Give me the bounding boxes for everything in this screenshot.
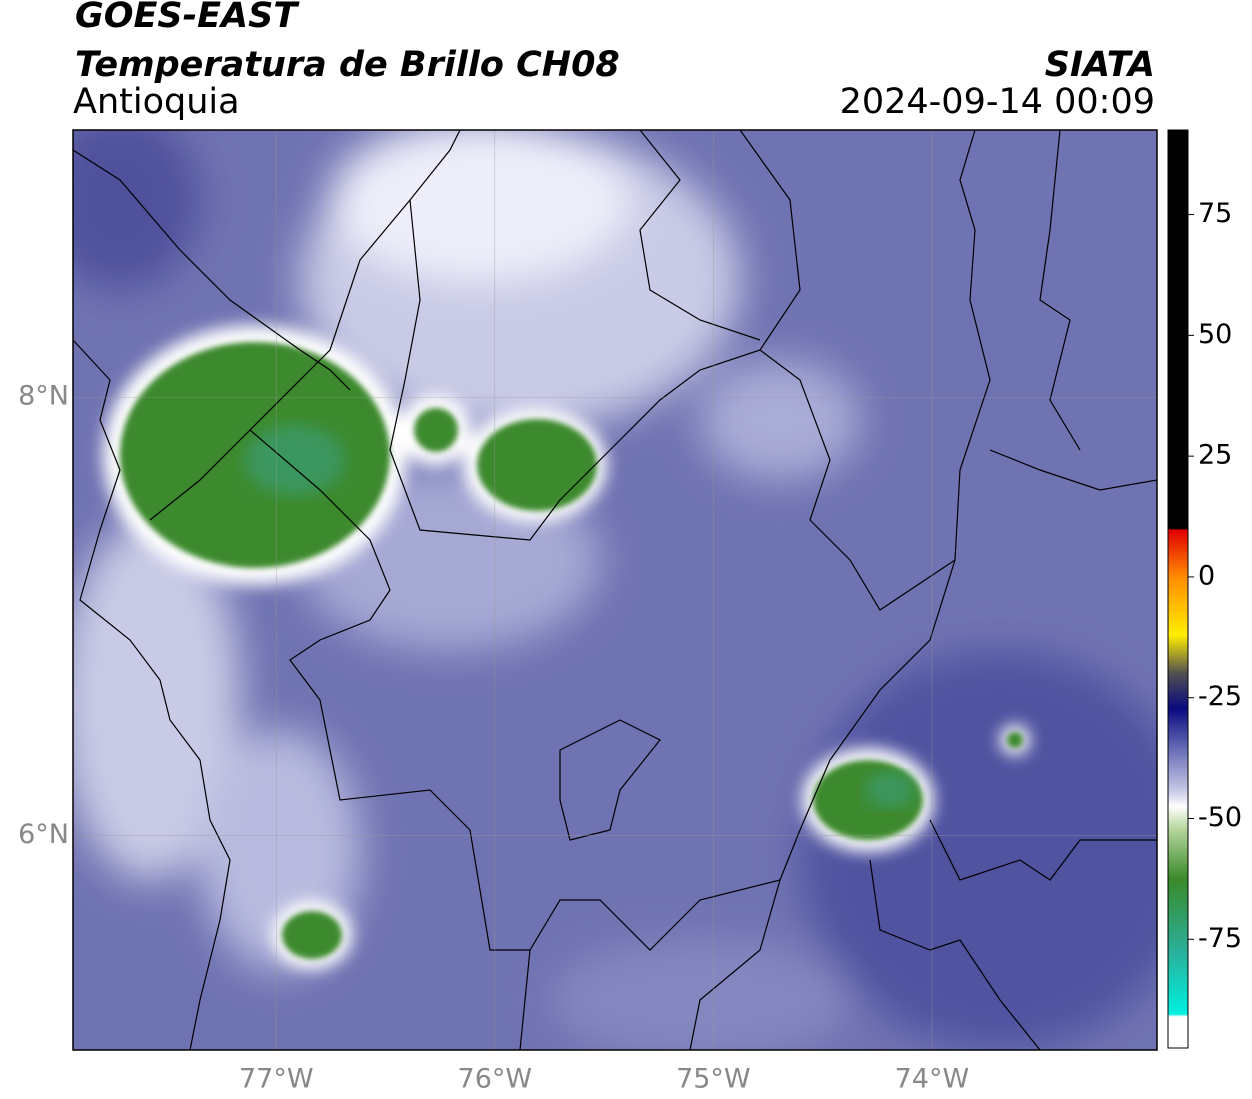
lon-tick-label: 75°W xyxy=(676,1064,751,1095)
map-frame xyxy=(72,129,1158,1051)
colorbar-tick-label: -50 xyxy=(1198,802,1242,833)
lon-tick-label: 74°W xyxy=(895,1064,970,1095)
colorbar xyxy=(1167,129,1189,1049)
lat-tick-label: 8°N xyxy=(18,381,69,412)
colorbar-tick-label: 50 xyxy=(1198,319,1232,350)
colorbar-tick-label: -25 xyxy=(1198,681,1242,712)
product: Temperatura de Brillo CH08 xyxy=(75,45,620,85)
source: SIATA xyxy=(1045,45,1155,85)
colorbar-tick-label: 25 xyxy=(1198,440,1232,471)
colorbar-tick-label: 75 xyxy=(1198,198,1232,229)
lon-tick-label: 77°W xyxy=(239,1064,314,1095)
lat-tick-label: 6°N xyxy=(18,819,69,850)
colorbar-tick-label: -75 xyxy=(1198,923,1242,954)
title: GOES-EAST xyxy=(75,0,300,36)
lon-tick-label: 76°W xyxy=(458,1064,533,1095)
satellite-image xyxy=(73,130,1157,1050)
datetime: 2024-09-14 00:09 xyxy=(840,82,1155,122)
region: Antioquia xyxy=(73,82,240,122)
colorbar-tick-label: 0 xyxy=(1198,560,1215,591)
grid xyxy=(73,130,1157,1050)
